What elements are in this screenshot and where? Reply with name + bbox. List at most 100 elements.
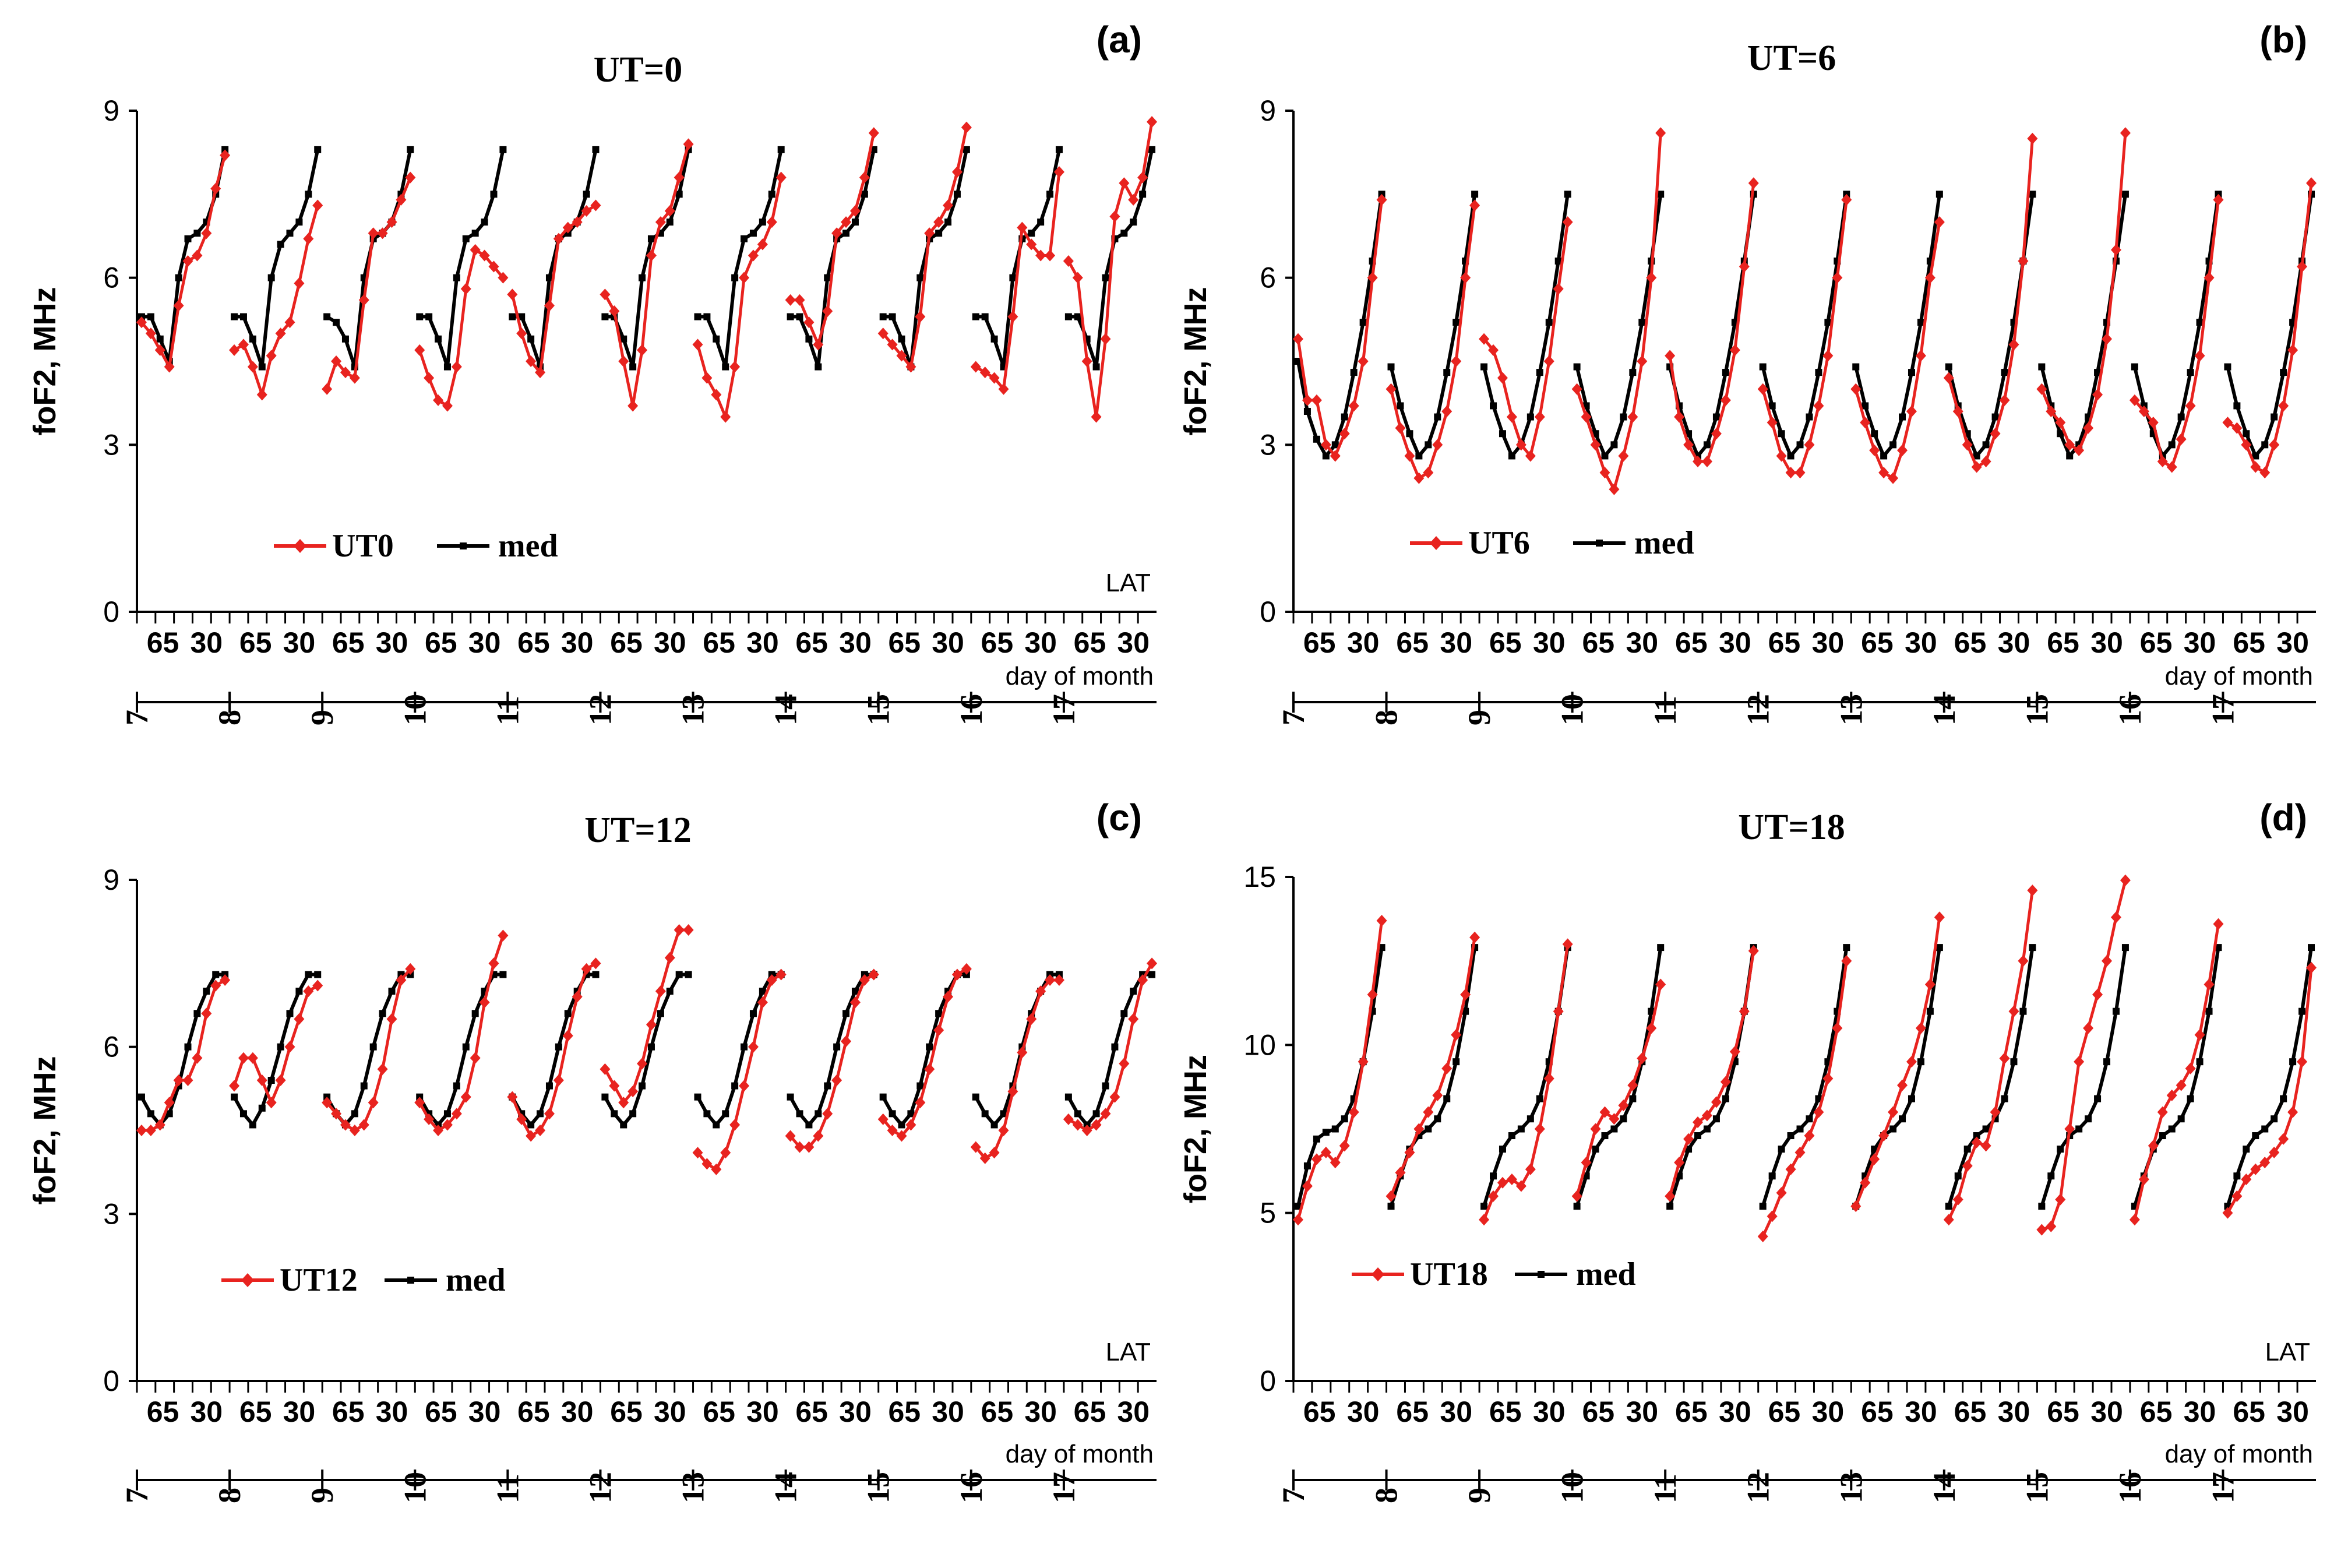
observed-point [1311,394,1322,406]
median-series-line [418,972,503,1128]
median-point [1406,430,1413,438]
median-point [147,1110,154,1118]
lat-sublabel: 30 [283,626,316,659]
day-tick-label: 13 [1834,694,1868,725]
observed-point [1897,444,1908,456]
legend: UT12 med [221,1262,506,1298]
observed-point [581,205,592,217]
observed-point [136,1125,147,1136]
median-point [1666,1203,1674,1210]
median-point [1610,1125,1618,1133]
median-point [165,1110,173,1118]
median-point [1130,219,1137,226]
observed-point [2157,1106,2168,1118]
lat-sublabel: 30 [191,626,223,659]
median-point [1815,369,1822,376]
median-point [305,191,312,198]
median-point [2233,402,2241,410]
observed-point [1543,1073,1554,1084]
observed-point [1045,249,1056,262]
observed-point [1367,272,1378,284]
median-point [2233,1172,2241,1180]
observed-point [154,344,165,356]
median-point [1601,1132,1609,1140]
y-tick-label: 9 [103,864,119,896]
observed-point [433,1125,444,1136]
day-tick-label: 8 [1369,710,1404,725]
observed-point [748,249,759,262]
lat-sublabel: 30 [1626,1396,1658,1428]
observed-point [1441,406,1452,417]
median-point [2205,1007,2213,1015]
observed-point [887,1125,898,1136]
median-point [889,313,896,320]
observed-point [1590,439,1601,451]
median-point [184,1043,192,1051]
observed-series-line [1668,950,1755,1197]
median-point [749,1010,757,1017]
median-point [1508,1132,1515,1140]
observed-point [2055,1193,2066,1206]
legend-observed-label: UT0 [332,528,394,564]
observed-series-line [141,978,226,1132]
observed-point [1971,461,1982,473]
median-point [2038,1203,2046,1210]
observed-point [247,1052,258,1064]
median-point [499,146,507,153]
observed-point [229,344,240,356]
panel-title: UT=18 [1738,808,1845,847]
lat-sublabel: 30 [191,1396,223,1428]
observed-point [1683,439,1694,451]
observed-point [1785,1163,1796,1175]
day-tick-label: 17 [1046,694,1081,725]
median-point [1545,319,1553,326]
lat-sublabel: 30 [746,626,779,659]
observed-point [600,1063,611,1075]
observed-point [479,996,490,1009]
observed-series-line [696,177,783,422]
median-series-line [1296,193,1384,459]
observed-point [1007,1086,1018,1098]
y-tick-label: 6 [103,1031,119,1063]
lat-sublabel: 65 [703,626,735,659]
y-tick-label: 0 [103,1365,119,1397]
median-point [1443,1095,1451,1102]
median-point [267,274,275,281]
observed-point [1888,1106,1899,1118]
observed-point [1841,193,1852,206]
observed-series-line [325,177,412,390]
median-point [2243,1146,2250,1153]
lat-sublabel: 65 [239,626,272,659]
lat-sublabel: 30 [561,626,594,659]
observed-point [970,1141,981,1153]
observed-point [2083,422,2094,434]
lat-sublabel: 30 [1117,1396,1150,1428]
median-point [1064,313,1072,320]
observed-series-line [418,935,505,1133]
lat-sublabel: 30 [1719,1396,1751,1428]
observed-point [1460,988,1471,1000]
observed-point [841,216,852,228]
legend-median-label: med [1576,1256,1636,1292]
observed-point [849,205,861,217]
median-point [731,274,739,281]
observed-point [1813,1106,1824,1118]
median-point [1982,441,1990,449]
median-point [1759,1203,1767,1210]
observed-point [1934,216,1945,228]
lat-sublabel: 30 [1998,1396,2030,1428]
median-point [231,313,238,320]
median-point [443,363,451,371]
median-point [1452,1058,1460,1066]
median-point [249,335,256,343]
observed-point [951,968,963,981]
legend: UT6 med [1410,525,1694,561]
observed-point [368,227,379,239]
observed-point [915,311,926,323]
median-point [2121,944,2129,952]
median-point [1703,1125,1711,1133]
median-series-line [1761,947,1849,1207]
lat-sublabel: 30 [1347,626,1380,659]
lat-label: LAT [1106,569,1151,597]
